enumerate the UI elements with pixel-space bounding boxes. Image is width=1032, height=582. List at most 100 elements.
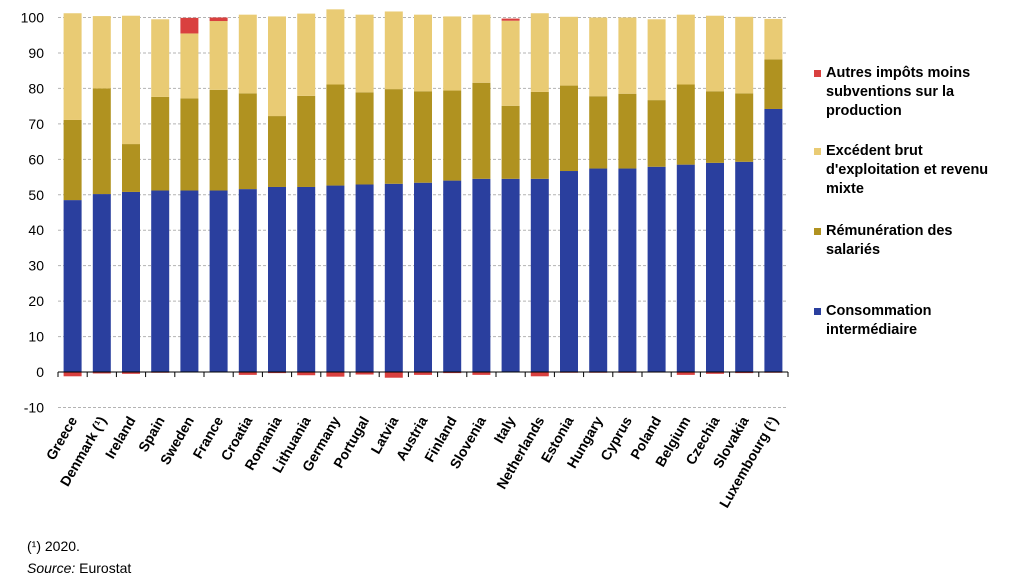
bar-segment bbox=[180, 98, 199, 191]
bar-segment bbox=[355, 184, 374, 373]
y-tick-label: 60 bbox=[28, 151, 44, 167]
bar-segment bbox=[326, 185, 345, 373]
y-tick-label: 90 bbox=[28, 45, 44, 61]
bar-segment bbox=[676, 372, 695, 375]
bar-segment bbox=[384, 89, 403, 184]
bar-segment bbox=[443, 372, 462, 374]
y-axis-tick-labels: -10 0 10 20 30 40 50 60 70 80 90 100 bbox=[21, 10, 45, 416]
bar-segment bbox=[530, 91, 549, 179]
legend-label: Autres impôts moins subventions sur la p… bbox=[826, 65, 971, 119]
bar-segment bbox=[268, 116, 286, 187]
bar-segment bbox=[122, 15, 140, 145]
bar-segment bbox=[735, 16, 754, 94]
bar-segment bbox=[297, 13, 316, 96]
bar-segment bbox=[647, 100, 666, 167]
bar-segment bbox=[443, 90, 462, 181]
bar-segment bbox=[209, 21, 228, 90]
bar-segment bbox=[414, 182, 432, 373]
bar-segment bbox=[122, 191, 140, 373]
bar-segment bbox=[63, 372, 82, 377]
bar-segment bbox=[209, 17, 228, 22]
bar-segment bbox=[297, 372, 316, 376]
bar-segment bbox=[706, 15, 724, 92]
bar-segment bbox=[706, 91, 724, 163]
bar-segment bbox=[384, 372, 403, 378]
bar-segment bbox=[180, 17, 199, 34]
bar-segment bbox=[297, 186, 316, 373]
bar-segment bbox=[676, 164, 695, 373]
bar-segment bbox=[122, 372, 140, 374]
bar-segment bbox=[92, 88, 111, 195]
y-tick-label: 20 bbox=[28, 293, 44, 309]
x-tick-label: Italy bbox=[490, 413, 518, 445]
y-tick-label: 0 bbox=[36, 364, 44, 380]
bar-segment bbox=[472, 82, 491, 179]
bar-segment bbox=[238, 93, 257, 190]
bar-segment bbox=[238, 372, 257, 375]
source-label: Source: bbox=[27, 560, 76, 576]
bar-segment bbox=[209, 190, 228, 373]
y-tick-label: 50 bbox=[28, 187, 44, 203]
bar-segment bbox=[151, 190, 170, 373]
bar-segment bbox=[180, 190, 199, 373]
bar-segment bbox=[443, 180, 462, 373]
bar-segment bbox=[151, 19, 170, 97]
bar-segment bbox=[735, 93, 754, 162]
bar-segment bbox=[209, 89, 228, 191]
axes bbox=[57, 371, 789, 378]
bar-segment bbox=[618, 168, 637, 373]
legend-swatch bbox=[814, 308, 821, 315]
legend-swatch bbox=[814, 148, 821, 155]
bar-segment bbox=[92, 16, 111, 89]
bar-segment bbox=[238, 14, 257, 94]
bar-segment bbox=[180, 33, 199, 99]
y-tick-label: 100 bbox=[21, 10, 45, 26]
bar-segment bbox=[676, 84, 695, 165]
bar-segment bbox=[443, 16, 462, 91]
y-tick-label: -10 bbox=[24, 400, 44, 416]
bars bbox=[63, 9, 783, 378]
bar-segment bbox=[676, 14, 695, 85]
bar-segment bbox=[530, 13, 549, 92]
bar-segment bbox=[735, 372, 754, 374]
bar-segment bbox=[326, 84, 345, 186]
bar-segment bbox=[414, 91, 432, 183]
bar-segment bbox=[151, 96, 170, 191]
y-tick-label: 30 bbox=[28, 258, 44, 274]
y-tick-label: 10 bbox=[28, 329, 44, 345]
bar-segment bbox=[618, 17, 637, 94]
bar-segment bbox=[472, 372, 491, 375]
bar-segment bbox=[414, 372, 432, 375]
bar-segment bbox=[618, 93, 637, 169]
bar-segment bbox=[764, 18, 783, 60]
bar-segment bbox=[355, 92, 374, 185]
bar-segment bbox=[63, 13, 82, 120]
bar-segment bbox=[501, 18, 520, 21]
bar-segment bbox=[472, 14, 491, 83]
bar-segment bbox=[764, 108, 783, 373]
y-tick-label: 80 bbox=[28, 80, 44, 96]
bar-segment bbox=[268, 372, 286, 374]
bar-segment bbox=[530, 178, 549, 373]
bar-segment bbox=[92, 372, 111, 374]
legend-label: Rémunération des salariés bbox=[826, 223, 953, 258]
bar-segment bbox=[92, 194, 111, 373]
legend-swatch bbox=[814, 70, 821, 77]
bar-segment bbox=[472, 178, 491, 373]
source-line: Source: Eurostat bbox=[27, 559, 131, 577]
legend-label: Excédent brut d'exploitation et revenu m… bbox=[826, 143, 989, 197]
bar-segment bbox=[501, 20, 520, 106]
bar-segment bbox=[297, 95, 316, 187]
bar-segment bbox=[589, 17, 608, 97]
footnote: (¹) 2020. bbox=[27, 538, 80, 554]
bar-segment bbox=[501, 178, 520, 373]
bar-segment bbox=[735, 161, 754, 373]
bar-segment bbox=[63, 119, 82, 201]
bar-segment bbox=[530, 372, 549, 377]
y-tick-label: 70 bbox=[28, 116, 44, 132]
bar-segment bbox=[560, 16, 578, 86]
bar-segment bbox=[384, 183, 403, 373]
bar-segment bbox=[326, 372, 345, 377]
